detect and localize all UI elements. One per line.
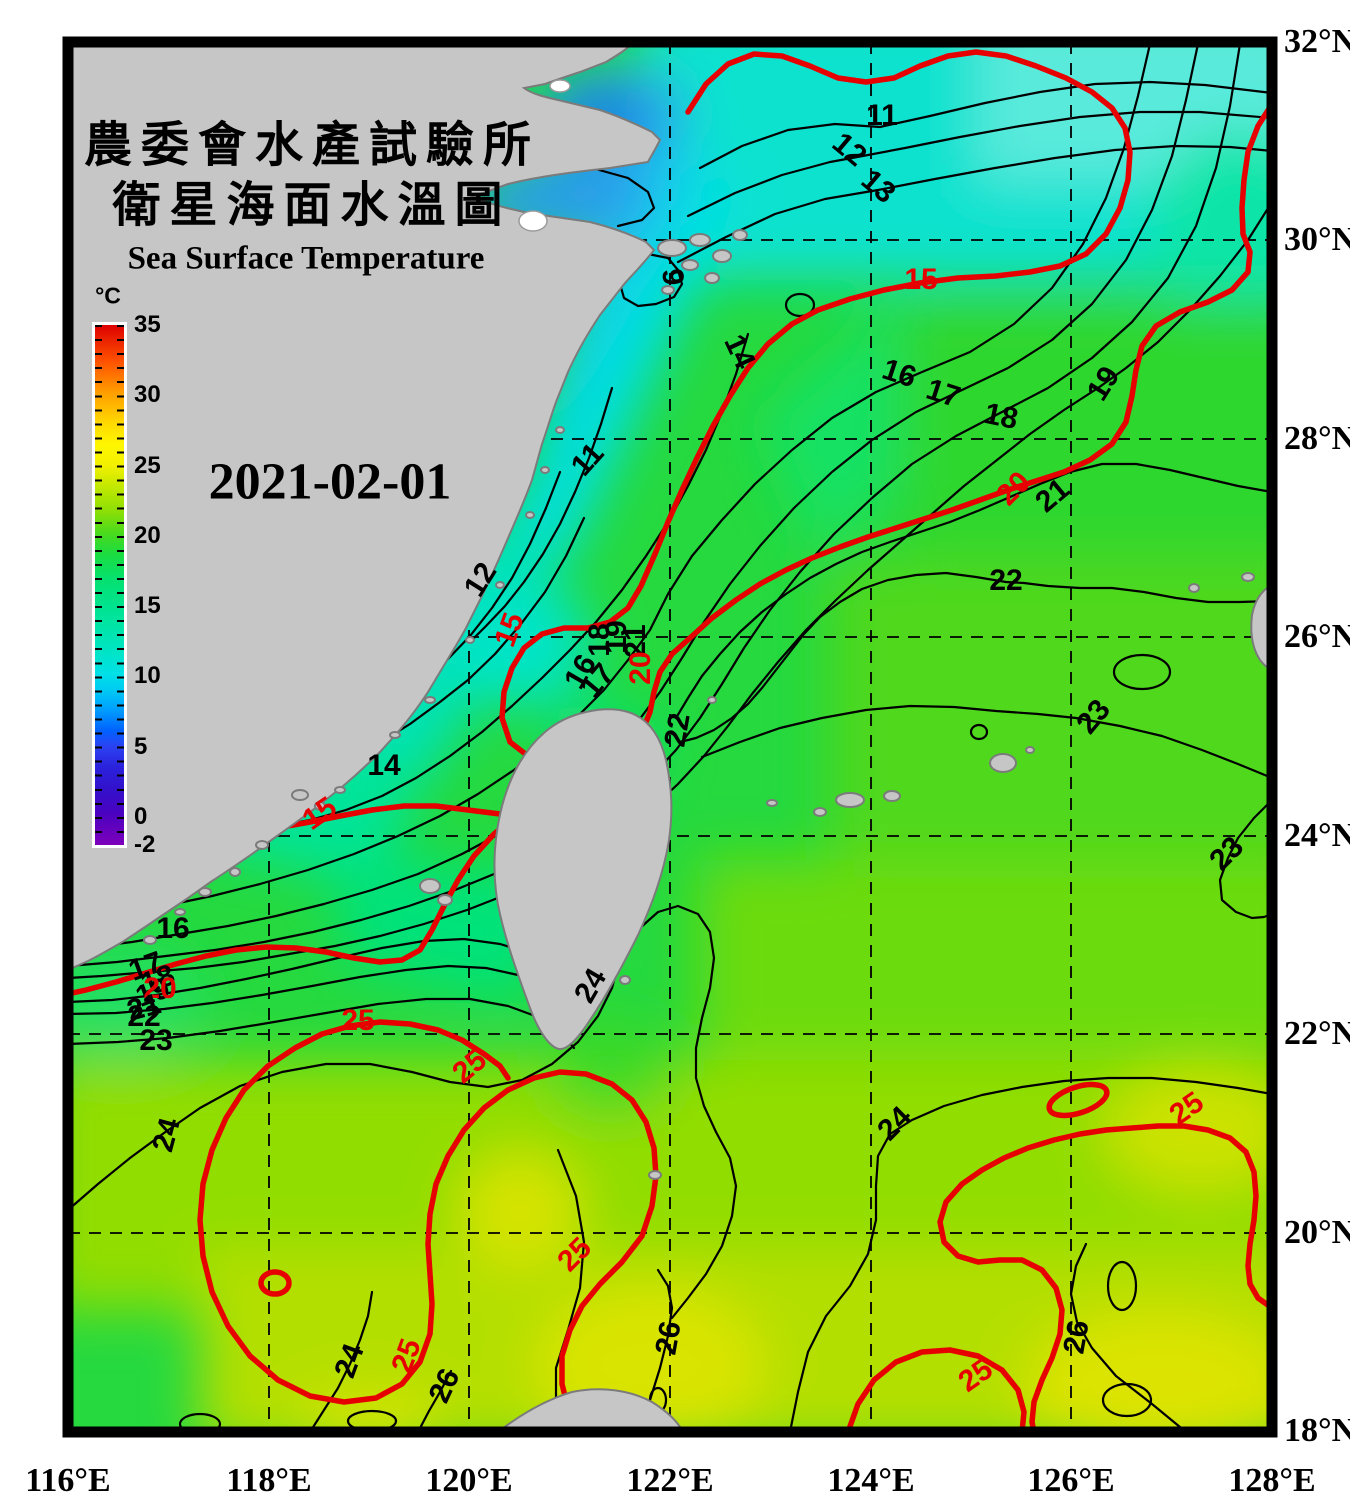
china-mainland bbox=[68, 42, 662, 972]
isotherms-black bbox=[68, 42, 1272, 1432]
lon-tick-label: 120°E bbox=[425, 1462, 513, 1499]
title-chinese-line2: 衛星海面水溫圖 bbox=[112, 179, 512, 232]
lat-tick-label: 28°N bbox=[1284, 420, 1350, 457]
contour-label-14: 14 bbox=[367, 749, 401, 782]
luzon-island bbox=[496, 1388, 685, 1432]
lat-tick-label: 18°N bbox=[1284, 1412, 1350, 1449]
map-frame bbox=[62, 36, 1278, 1438]
contour-label-26: 26 bbox=[1057, 1317, 1096, 1357]
colorbar-tick--2: -2 bbox=[134, 831, 156, 858]
lon-tick-label: 118°E bbox=[226, 1462, 312, 1499]
land-layer bbox=[68, 42, 1272, 1432]
contour-label-9: 9 bbox=[655, 267, 690, 287]
lat-tick-label: 26°N bbox=[1284, 618, 1350, 655]
lat-tick-label: 32°N bbox=[1284, 23, 1350, 60]
lon-tick-label: 122°E bbox=[626, 1462, 714, 1499]
contour-label-20: 20 bbox=[624, 651, 657, 685]
colorbar-unit-label: °C bbox=[95, 282, 121, 309]
colorbar-tick-25: 25 bbox=[134, 451, 161, 479]
colorbar-tick-5: 5 bbox=[134, 732, 148, 760]
lat-tick-label: 20°N bbox=[1284, 1214, 1350, 1251]
contour-label-16: 16 bbox=[156, 912, 190, 945]
contour-label-15: 15 bbox=[904, 263, 938, 296]
lon-tick-label: 128°E bbox=[1228, 1462, 1316, 1499]
contour-label-22: 22 bbox=[658, 710, 697, 750]
contour-label-25: 25 bbox=[341, 1004, 375, 1037]
lon-tick-label: 116°E bbox=[25, 1462, 111, 1499]
colorbar-tick-20: 20 bbox=[134, 521, 161, 549]
colorbar-tick-35: 35 bbox=[134, 311, 161, 338]
lat-tick-label: 24°N bbox=[1284, 817, 1350, 854]
lat-tick-label: 22°N bbox=[1284, 1015, 1350, 1052]
cloud-no-data bbox=[518, 79, 571, 232]
title-english: Sea Surface Temperature bbox=[127, 240, 485, 277]
contour-label-23: 23 bbox=[139, 1024, 173, 1057]
lon-tick-label: 124°E bbox=[827, 1462, 915, 1499]
colorbar-minor-ticks-left bbox=[95, 325, 102, 845]
colorbar-tick-15: 15 bbox=[134, 592, 161, 620]
contour-label-26: 26 bbox=[649, 1318, 688, 1358]
map-date: 2021-02-01 bbox=[208, 453, 452, 511]
contour-label-22: 22 bbox=[127, 1000, 161, 1033]
lon-tick-label: 126°E bbox=[1027, 1462, 1115, 1499]
colorbar-tick-30: 30 bbox=[134, 381, 161, 409]
contour-label-11: 11 bbox=[866, 99, 898, 132]
colorbar-tick-10: 10 bbox=[134, 662, 161, 690]
title-chinese-line1: 農委會水產試驗所 bbox=[83, 119, 541, 172]
colorbar-minor-ticks-right bbox=[117, 325, 124, 845]
contour-label-22: 22 bbox=[989, 564, 1023, 597]
contour-label-18: 18 bbox=[981, 396, 1021, 437]
taiwan-island bbox=[493, 708, 673, 1051]
contour-label-20: 20 bbox=[143, 972, 177, 1005]
colorbar bbox=[95, 325, 124, 845]
lat-tick-label: 30°N bbox=[1284, 221, 1350, 258]
colorbar-tick-0: 0 bbox=[134, 802, 148, 830]
